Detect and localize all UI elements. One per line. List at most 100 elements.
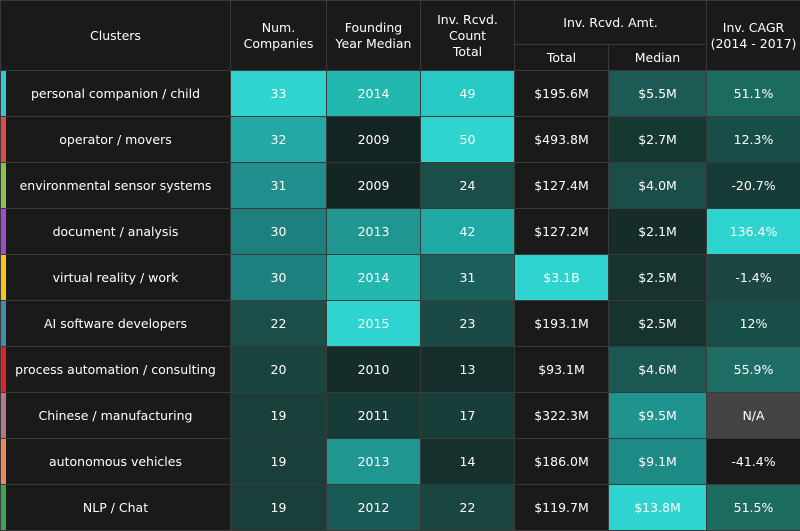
num-companies-cell: 22 bbox=[231, 301, 327, 347]
num-companies-cell: 31 bbox=[231, 163, 327, 209]
amount-median-cell: $13.8M bbox=[609, 485, 707, 531]
header-clusters: Clusters bbox=[1, 1, 231, 71]
founding-year-cell: 2009 bbox=[327, 117, 421, 163]
count-total-cell: 17 bbox=[421, 393, 515, 439]
cluster-name-cell: environmental sensor systems bbox=[1, 163, 231, 209]
cluster-color-marker bbox=[1, 347, 6, 392]
num-companies-cell: 19 bbox=[231, 393, 327, 439]
amount-median-cell: $2.1M bbox=[609, 209, 707, 255]
cagr-cell: 51.5% bbox=[707, 485, 800, 531]
amount-total-cell: $186.0M bbox=[515, 439, 609, 485]
founding-year-cell: 2010 bbox=[327, 347, 421, 393]
header-inv-amount: Inv. Rcvd. Amt. bbox=[515, 1, 707, 45]
num-companies-cell: 33 bbox=[231, 71, 327, 117]
cagr-cell: 12.3% bbox=[707, 117, 800, 163]
founding-year-cell: 2012 bbox=[327, 485, 421, 531]
amount-total-cell: $322.3M bbox=[515, 393, 609, 439]
cluster-color-marker bbox=[1, 439, 6, 484]
cluster-name-cell: personal companion / child bbox=[1, 71, 231, 117]
cluster-name-cell: document / analysis bbox=[1, 209, 231, 255]
num-companies-cell: 30 bbox=[231, 255, 327, 301]
num-companies-cell: 19 bbox=[231, 485, 327, 531]
count-total-cell: 50 bbox=[421, 117, 515, 163]
amount-median-cell: $9.5M bbox=[609, 393, 707, 439]
count-total-cell: 22 bbox=[421, 485, 515, 531]
founding-year-cell: 2014 bbox=[327, 255, 421, 301]
amount-median-cell: $2.7M bbox=[609, 117, 707, 163]
cluster-label: Chinese / manufacturing bbox=[38, 408, 192, 423]
cluster-name-cell: Chinese / manufacturing bbox=[1, 393, 231, 439]
cagr-cell: -20.7% bbox=[707, 163, 800, 209]
amount-total-cell: $127.4M bbox=[515, 163, 609, 209]
cluster-color-marker bbox=[1, 71, 6, 116]
cagr-cell: -41.4% bbox=[707, 439, 800, 485]
cluster-label: operator / movers bbox=[59, 132, 171, 147]
count-total-cell: 31 bbox=[421, 255, 515, 301]
num-companies-cell: 20 bbox=[231, 347, 327, 393]
amount-total-cell: $127.2M bbox=[515, 209, 609, 255]
cluster-color-marker bbox=[1, 393, 6, 438]
cluster-label: AI software developers bbox=[44, 316, 187, 331]
cluster-label: process automation / consulting bbox=[15, 362, 216, 377]
amount-median-cell: $4.6M bbox=[609, 347, 707, 393]
founding-year-cell: 2013 bbox=[327, 209, 421, 255]
cluster-name-cell: process automation / consulting bbox=[1, 347, 231, 393]
amount-median-cell: $9.1M bbox=[609, 439, 707, 485]
founding-year-cell: 2011 bbox=[327, 393, 421, 439]
num-companies-cell: 30 bbox=[231, 209, 327, 255]
founding-year-cell: 2014 bbox=[327, 71, 421, 117]
amount-total-cell: $493.8M bbox=[515, 117, 609, 163]
header-amount-total: Total bbox=[515, 45, 609, 71]
cagr-cell: 12% bbox=[707, 301, 800, 347]
cagr-cell: 136.4% bbox=[707, 209, 800, 255]
amount-total-cell: $93.1M bbox=[515, 347, 609, 393]
header-cagr: Inv. CAGR(2014 - 2017) bbox=[707, 1, 800, 71]
amount-total-cell: $195.6M bbox=[515, 71, 609, 117]
amount-median-cell: $2.5M bbox=[609, 255, 707, 301]
amount-total-cell: $3.1B bbox=[515, 255, 609, 301]
header-num-companies: Num.Companies bbox=[231, 1, 327, 71]
header-amount-median: Median bbox=[609, 45, 707, 71]
cluster-name-cell: operator / movers bbox=[1, 117, 231, 163]
cluster-name-cell: autonomous vehicles bbox=[1, 439, 231, 485]
cagr-cell: N/A bbox=[707, 393, 800, 439]
cluster-name-cell: AI software developers bbox=[1, 301, 231, 347]
count-total-cell: 13 bbox=[421, 347, 515, 393]
amount-median-cell: $4.0M bbox=[609, 163, 707, 209]
cluster-label: document / analysis bbox=[53, 224, 179, 239]
amount-median-cell: $5.5M bbox=[609, 71, 707, 117]
count-total-cell: 14 bbox=[421, 439, 515, 485]
founding-year-cell: 2013 bbox=[327, 439, 421, 485]
cagr-cell: 51.1% bbox=[707, 71, 800, 117]
num-companies-cell: 32 bbox=[231, 117, 327, 163]
cluster-color-marker bbox=[1, 255, 6, 300]
cluster-color-marker bbox=[1, 301, 6, 346]
cluster-label: NLP / Chat bbox=[83, 500, 148, 515]
amount-median-cell: $2.5M bbox=[609, 301, 707, 347]
num-companies-cell: 19 bbox=[231, 439, 327, 485]
count-total-cell: 49 bbox=[421, 71, 515, 117]
founding-year-cell: 2009 bbox=[327, 163, 421, 209]
founding-year-cell: 2015 bbox=[327, 301, 421, 347]
cagr-cell: 55.9% bbox=[707, 347, 800, 393]
count-total-cell: 24 bbox=[421, 163, 515, 209]
cluster-label: personal companion / child bbox=[31, 86, 200, 101]
cluster-name-cell: virtual reality / work bbox=[1, 255, 231, 301]
cluster-color-marker bbox=[1, 485, 6, 530]
cluster-label: virtual reality / work bbox=[53, 270, 179, 285]
cluster-label: autonomous vehicles bbox=[49, 454, 182, 469]
